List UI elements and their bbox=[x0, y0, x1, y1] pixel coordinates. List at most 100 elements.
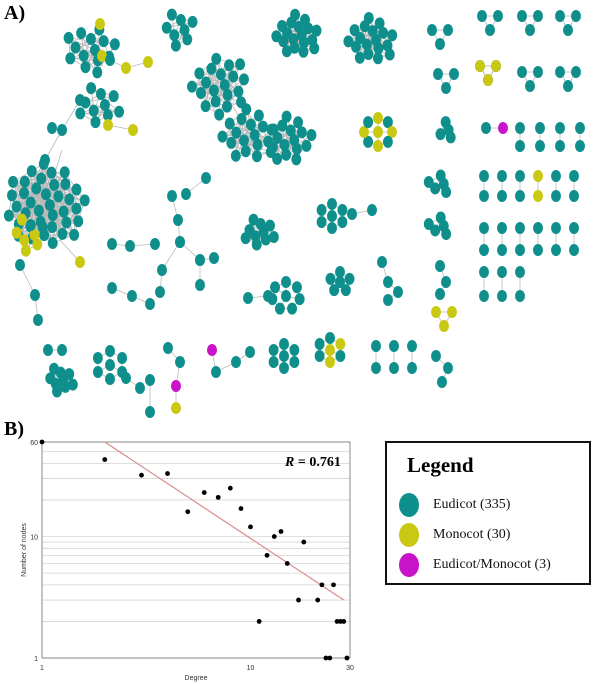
network-node bbox=[367, 25, 378, 38]
network-node bbox=[382, 135, 393, 148]
data-point bbox=[341, 619, 347, 624]
data-point bbox=[327, 655, 333, 661]
network-node bbox=[563, 80, 573, 92]
network-node bbox=[215, 68, 226, 81]
network-node bbox=[569, 244, 579, 256]
network-node bbox=[57, 227, 68, 240]
network-node bbox=[30, 289, 40, 301]
network-node bbox=[281, 276, 291, 288]
network-node bbox=[105, 54, 115, 66]
network-node bbox=[268, 344, 279, 356]
network-node bbox=[277, 19, 288, 32]
network-node bbox=[231, 356, 241, 368]
network-node bbox=[515, 122, 525, 134]
network-node bbox=[171, 380, 181, 392]
network-node bbox=[350, 40, 361, 53]
eudicot-swatch-icon bbox=[399, 493, 419, 517]
network-node bbox=[271, 30, 282, 43]
network-node bbox=[53, 190, 64, 203]
network-node bbox=[571, 10, 581, 22]
network-node bbox=[289, 344, 300, 356]
network-node bbox=[16, 213, 27, 226]
network-node bbox=[393, 286, 403, 298]
network-node bbox=[219, 79, 230, 91]
network-node bbox=[105, 359, 115, 371]
legend-title: Legend bbox=[407, 453, 474, 477]
network-node bbox=[270, 281, 281, 294]
network-node bbox=[31, 182, 42, 195]
network-node bbox=[64, 193, 75, 206]
network-node bbox=[145, 406, 155, 418]
network-node bbox=[337, 204, 348, 216]
network-edge bbox=[222, 115, 260, 137]
network-node bbox=[431, 350, 441, 362]
network-node bbox=[377, 256, 387, 268]
network-node bbox=[515, 244, 525, 256]
network-node bbox=[449, 68, 459, 80]
network-node bbox=[76, 27, 87, 40]
network-node bbox=[296, 126, 307, 139]
network-node bbox=[169, 29, 180, 42]
network-node bbox=[69, 228, 80, 241]
network-node bbox=[325, 272, 336, 285]
network-node bbox=[517, 10, 527, 22]
network-node bbox=[555, 140, 565, 152]
network-node bbox=[67, 378, 78, 391]
network-node bbox=[71, 183, 82, 196]
network-node bbox=[175, 13, 186, 26]
network-node bbox=[363, 116, 374, 129]
network-node bbox=[441, 82, 451, 94]
network-node bbox=[19, 175, 30, 188]
network-node bbox=[19, 187, 30, 200]
network-node bbox=[439, 320, 449, 332]
network-node bbox=[117, 352, 128, 364]
network-node bbox=[335, 350, 346, 362]
network-node bbox=[301, 139, 312, 152]
network-node bbox=[103, 119, 113, 131]
network-node bbox=[187, 15, 198, 28]
network-node bbox=[367, 204, 377, 216]
network-node bbox=[373, 126, 383, 138]
network-node bbox=[387, 126, 397, 138]
network-node bbox=[533, 66, 543, 78]
network-node bbox=[32, 238, 43, 251]
plot-grid bbox=[42, 441, 350, 659]
network-node bbox=[291, 153, 302, 166]
network-node bbox=[279, 338, 289, 350]
network-node bbox=[6, 189, 17, 202]
network-node bbox=[535, 122, 545, 134]
network-node bbox=[44, 199, 55, 211]
network-node bbox=[239, 134, 250, 147]
network-node bbox=[226, 136, 237, 149]
network-node bbox=[361, 38, 372, 51]
network-node bbox=[535, 140, 545, 152]
network-node bbox=[145, 374, 155, 386]
data-point bbox=[334, 619, 340, 624]
network-node bbox=[40, 154, 50, 166]
network-node bbox=[105, 373, 115, 385]
network-node bbox=[423, 176, 434, 189]
data-point bbox=[284, 561, 290, 566]
network-node bbox=[515, 170, 525, 182]
network-node bbox=[407, 340, 417, 352]
legend-label-eudicot: Eudicot (335) bbox=[433, 497, 511, 512]
network-node bbox=[281, 110, 292, 123]
network-edge bbox=[69, 29, 100, 59]
network-node bbox=[515, 222, 525, 234]
x-tick-label: 30 bbox=[346, 665, 354, 672]
network-node bbox=[245, 118, 256, 131]
network-node bbox=[60, 177, 71, 190]
y-tick-label: 60 bbox=[30, 440, 38, 447]
data-point bbox=[315, 597, 321, 603]
network-node bbox=[163, 342, 173, 354]
network-node bbox=[58, 205, 69, 218]
data-point bbox=[201, 490, 207, 495]
network-node bbox=[277, 119, 288, 132]
network-node bbox=[80, 96, 91, 109]
network-node bbox=[195, 279, 205, 291]
legend-item-monocot: Monocot (30) bbox=[399, 523, 510, 547]
network-node bbox=[533, 244, 543, 256]
network-node bbox=[427, 24, 437, 36]
data-point bbox=[271, 534, 277, 539]
network-node bbox=[517, 66, 527, 78]
